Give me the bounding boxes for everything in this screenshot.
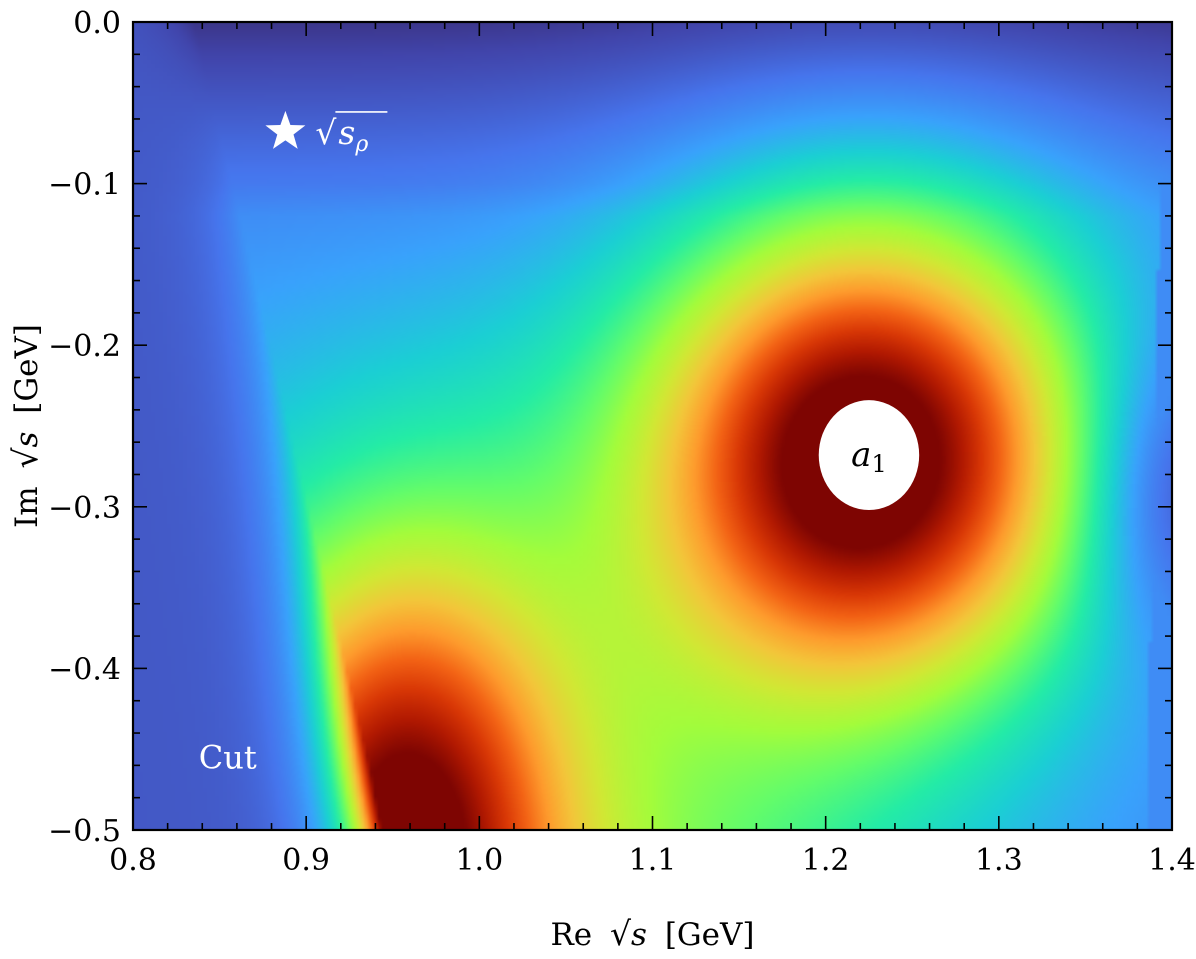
rho-label-subscript: ρ <box>354 132 368 157</box>
y-tick-label: −0.4 <box>48 652 121 687</box>
x-tick-label: 1.0 <box>455 843 503 878</box>
heatmap-surface <box>133 22 1172 830</box>
y-tick-label: −0.1 <box>48 168 121 203</box>
y-tick-label: 0.0 <box>73 6 121 41</box>
y-axis-label: Im √s [GeV] <box>6 324 45 528</box>
rho-star-marker <box>265 110 306 149</box>
x-tick-label: 1.4 <box>1148 843 1196 878</box>
a1-pole-disk <box>818 400 920 511</box>
x-tick-label: 0.8 <box>109 843 157 878</box>
x-tick-label: 1.2 <box>802 843 850 878</box>
rho-label-radical: √ <box>315 113 337 152</box>
y-axis-label-prefix: Im <box>9 486 45 528</box>
x-tick-label: 0.9 <box>282 843 330 878</box>
x-axis-label-radicand: s <box>631 917 647 953</box>
x-axis-label-prefix: Re <box>550 917 592 953</box>
rho-label-radicand: s <box>338 113 355 152</box>
y-tick-label: −0.2 <box>48 329 121 364</box>
x-tick-label: 1.1 <box>629 843 677 878</box>
a1-label-main: a <box>851 435 871 475</box>
cut-label: Cut <box>199 738 257 776</box>
y-tick-label: −0.3 <box>48 491 121 526</box>
rho-label: √sρ <box>315 113 368 157</box>
a1-pole-label: a1 <box>851 435 887 478</box>
x-axis-label-unit: [GeV] <box>665 917 755 953</box>
y-tick-label: −0.5 <box>48 814 121 849</box>
y-axis-label-radicand: s <box>9 432 45 448</box>
x-tick-label: 1.3 <box>975 843 1023 878</box>
y-axis-label-unit: [GeV] <box>9 324 45 414</box>
heatmap-image <box>133 22 1172 830</box>
x-axis-label: Re √s [GeV] <box>550 914 754 953</box>
a1-label-subscript: 1 <box>871 450 886 478</box>
